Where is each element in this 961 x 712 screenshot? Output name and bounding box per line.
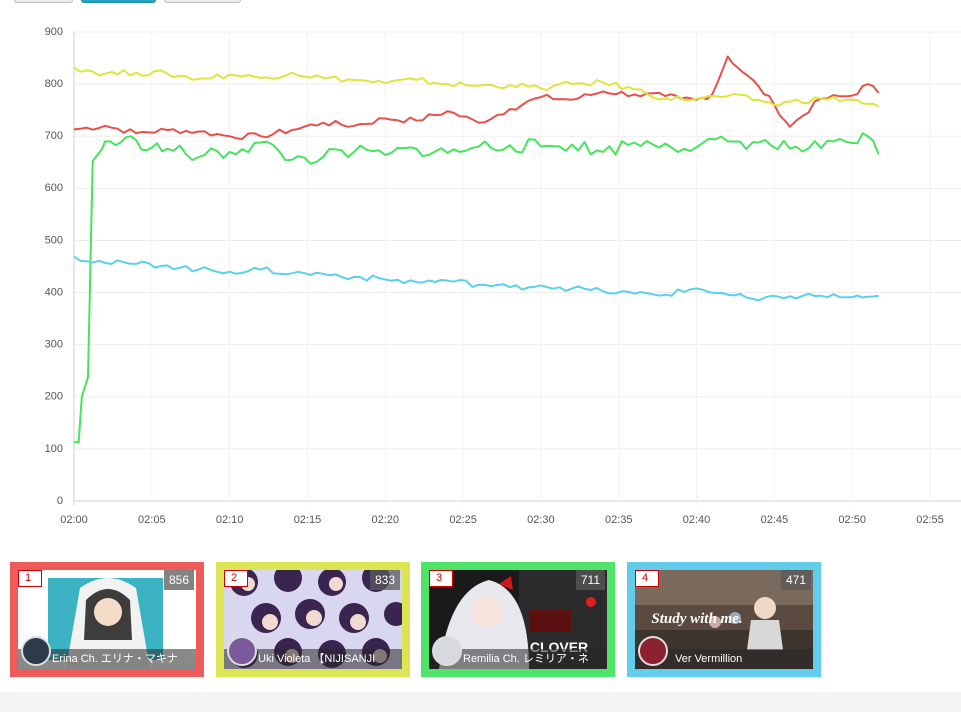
avatar (21, 636, 51, 666)
rank-badge: 3 (429, 570, 453, 587)
series-lines (73, 55, 880, 444)
x-tick-label: 02:15 (294, 514, 322, 526)
rank-badge: 1 (18, 570, 42, 587)
avatar (227, 636, 257, 666)
y-tick-label: 0 (57, 495, 63, 507)
y-tick-label: 800 (45, 78, 63, 90)
x-tick-label: 02:00 (60, 514, 88, 526)
channel-card-1[interactable]: 1 856 Erina Ch. エリナ・マキナ (10, 562, 204, 677)
name-bar (224, 649, 402, 669)
series-line-4 (73, 255, 879, 302)
thumbnail-caption: Study with me. (651, 611, 742, 627)
x-tick-label: 02:45 (761, 514, 789, 526)
x-tick-label: 02:40 (683, 514, 711, 526)
range-button-2[interactable] (81, 0, 156, 3)
x-tick-label: 02:20 (372, 514, 400, 526)
viewer-count: 471 (780, 570, 811, 590)
name-bar (429, 649, 607, 669)
series-line-2 (73, 66, 880, 108)
y-axis-labels: 900 800 700 600 500 400 300 200 100 0 (45, 26, 63, 507)
range-button-1[interactable] (14, 0, 73, 3)
y-tick-label: 500 (45, 234, 63, 246)
y-tick-label: 400 (45, 286, 63, 298)
y-tick-label: 100 (45, 443, 63, 455)
y-tick-label: 300 (45, 339, 63, 351)
range-button-3[interactable] (164, 0, 241, 3)
channel-card-4[interactable]: Study with me. 4 471 Ver Vermillion (627, 562, 821, 677)
y-tick-label: 900 (45, 26, 63, 38)
y-tick-label: 200 (45, 391, 63, 403)
channel-name: Ver Vermillion (675, 653, 743, 665)
x-tick-label: 02:35 (605, 514, 633, 526)
x-tick-label: 02:30 (527, 514, 555, 526)
footer-bar (0, 692, 961, 712)
avatar (432, 636, 462, 666)
rank-badge: 2 (224, 570, 248, 587)
channel-name: Erina Ch. エリナ・マキナ (52, 653, 178, 665)
avatar (638, 636, 668, 666)
x-tick-label: 02:55 (916, 514, 944, 526)
rank-badge: 4 (635, 570, 659, 587)
series-line-1 (73, 55, 880, 140)
grid-lines (73, 31, 961, 505)
x-tick-label: 02:25 (449, 514, 477, 526)
x-tick-label: 02:50 (838, 514, 866, 526)
y-tick-label: 600 (45, 182, 63, 194)
series-line-3 (74, 132, 880, 444)
name-bar (635, 649, 813, 669)
y-tick-label: 700 (45, 130, 63, 142)
x-axis-labels: 02:00 02:05 02:10 02:15 02:20 02:25 02:30 02:35… (60, 514, 944, 526)
x-tick-label: 02:05 (138, 514, 166, 526)
channel-card-2[interactable]: 2 833 Uki Violeta 【NIJISANJI (216, 562, 410, 677)
channel-card-3[interactable]: CLOVER 3 711 Remilia Ch. レミリア・ネ (421, 562, 615, 677)
x-tick-label: 02:10 (216, 514, 244, 526)
viewer-count: 856 (163, 570, 194, 590)
viewer-count: 833 (369, 570, 400, 590)
channel-name: Uki Violeta 【NIJISANJI (258, 653, 376, 665)
name-bar (18, 649, 196, 669)
channel-name: Remilia Ch. レミリア・ネ (463, 653, 589, 665)
viewer-count: 711 (575, 570, 605, 590)
